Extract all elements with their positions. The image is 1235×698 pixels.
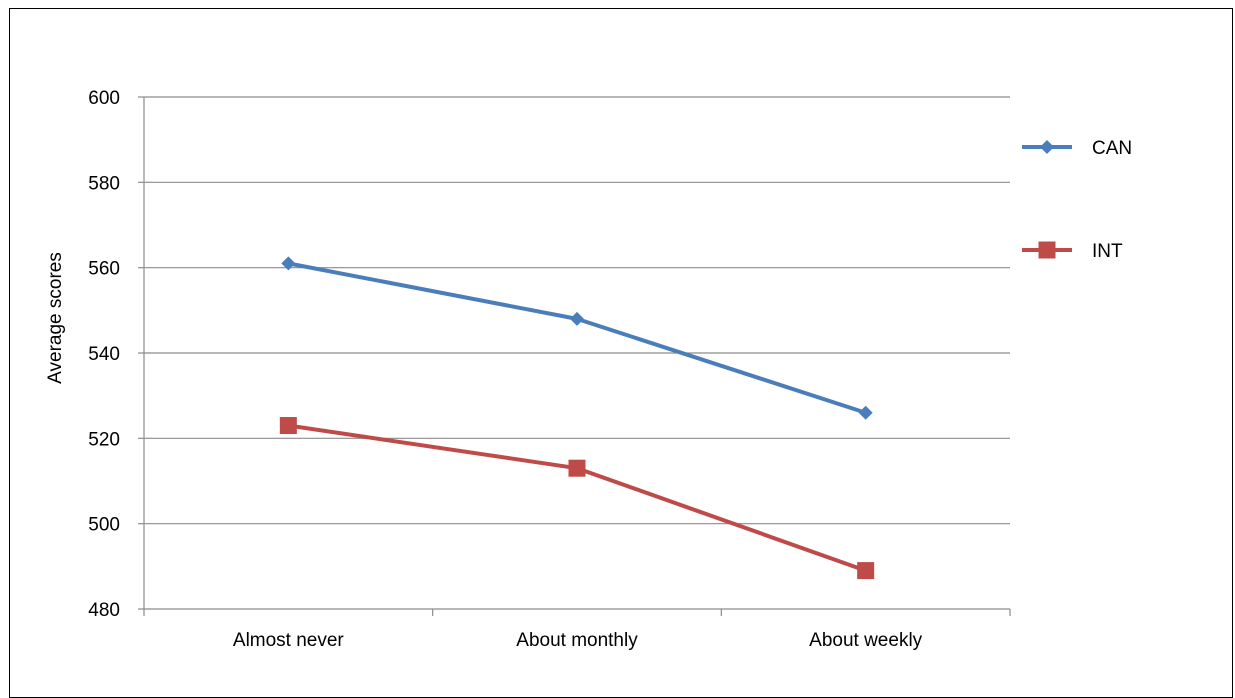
y-tick-label: 560 xyxy=(88,259,120,280)
y-tick-label: 600 xyxy=(88,88,120,109)
legend-label: INT xyxy=(1092,241,1123,262)
y-tick-label: 500 xyxy=(88,515,120,536)
data-point-can xyxy=(281,256,296,271)
x-tick-label: Almost never xyxy=(233,630,345,651)
x-tick-label: About weekly xyxy=(809,630,923,651)
data-point-int xyxy=(279,417,297,435)
y-tick-label: 480 xyxy=(88,600,120,621)
legend-item-can: CAN xyxy=(1022,138,1132,159)
legend: CAN INT xyxy=(1022,138,1132,262)
series-int xyxy=(279,417,875,580)
series-line-can xyxy=(287,261,867,415)
y-tick-label: 580 xyxy=(88,173,120,194)
series-layer xyxy=(279,256,875,580)
data-point-can xyxy=(858,405,873,420)
y-axis-label: Average scores xyxy=(45,252,66,384)
y-tick-labels: 480 500 520 540 560 580 600 xyxy=(88,88,120,621)
series-can xyxy=(281,256,873,420)
y-tick-label: 520 xyxy=(88,429,120,450)
legend-swatch-marker xyxy=(1040,140,1054,154)
data-point-can xyxy=(570,311,584,326)
series-line-int xyxy=(288,423,867,573)
y-tick-label: 540 xyxy=(88,344,120,365)
axes xyxy=(138,96,1011,616)
legend-label: CAN xyxy=(1092,138,1132,159)
data-point-int xyxy=(857,562,875,580)
legend-swatch-marker xyxy=(1038,241,1056,259)
gridlines xyxy=(144,96,1010,525)
data-point-int xyxy=(568,459,586,477)
x-tick-labels: Almost never About monthly About weekly xyxy=(233,630,923,651)
legend-item-int: INT xyxy=(1022,241,1123,262)
x-tick-label: About monthly xyxy=(516,630,638,651)
